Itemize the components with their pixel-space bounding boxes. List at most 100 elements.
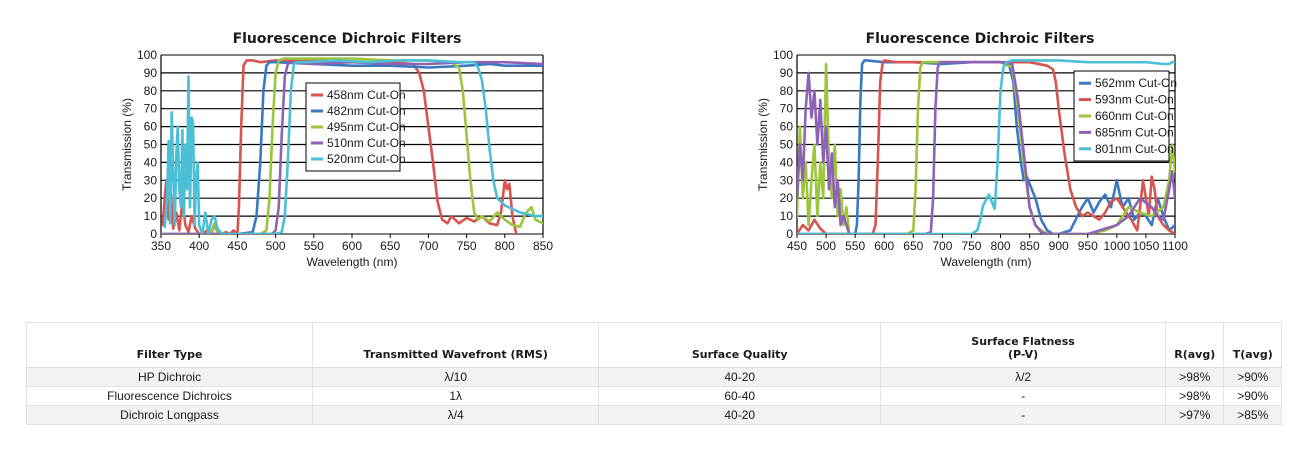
x-tick-label: 650 [380, 239, 400, 253]
x-tick-label: 600 [342, 239, 362, 253]
y-tick-label: 90 [144, 66, 158, 80]
x-tick-label: 450 [787, 239, 807, 253]
y-tick-label: 30 [144, 173, 158, 187]
y-tick-label: 30 [780, 173, 794, 187]
legend-label: 458nm Cut-On [327, 88, 406, 102]
table-header-row: Filter Type Transmitted Wavefront (RMS) … [25, 322, 1282, 368]
x-tick-label: 600 [874, 239, 894, 253]
x-tick-label: 800 [495, 239, 515, 253]
cell-surface-quality: 40-20 [598, 367, 882, 387]
legend-label: 495nm Cut-On [327, 120, 406, 134]
header-surface-quality: Surface Quality [598, 322, 882, 368]
x-axis-label: Wavelength (nm) [307, 255, 398, 269]
series-line-2 [797, 59, 1175, 234]
cell-r-avg: >98% [1165, 367, 1225, 387]
y-axis-label: Transmission (%) [120, 98, 134, 191]
legend-label: 660nm Cut-On [1095, 109, 1174, 123]
series-line-4 [797, 60, 1175, 234]
header-t-avg: T(avg) [1223, 322, 1282, 368]
spec-table: Filter Type Transmitted Wavefront (RMS) … [25, 322, 1282, 425]
cell-r-avg: >98% [1165, 386, 1225, 406]
y-tick-label: 0 [786, 227, 793, 241]
x-tick-label: 800 [991, 239, 1011, 253]
cell-t-avg: >90% [1223, 386, 1282, 406]
legend: 458nm Cut-On 482nm Cut-On 495nm Cut-On 510n… [305, 82, 406, 172]
x-tick-label: 1100 [1162, 239, 1188, 253]
y-tick-label: 60 [780, 120, 794, 134]
y-tick-label: 0 [150, 227, 157, 241]
legend: 562mm Cut-On 593nm Cut-On 660nm Cut-On 685n… [1073, 70, 1177, 162]
x-tick-label: 750 [457, 239, 477, 253]
cell-flatness: - [880, 386, 1167, 406]
series-line-5 [163, 59, 543, 234]
x-tick-label: 700 [418, 239, 438, 253]
x-tick-label: 750 [961, 239, 981, 253]
table-row: HP Dichroic λ/10 40-20 λ/2 >98% >90% [25, 367, 1282, 387]
x-tick-label: 850 [1020, 239, 1040, 253]
legend-label: 562mm Cut-On [1095, 76, 1177, 90]
x-tick-label: 850 [533, 239, 553, 253]
series-line-1 [161, 59, 518, 234]
cell-surface-quality: 60-40 [598, 386, 882, 406]
y-tick-label: 20 [144, 191, 158, 205]
y-tick-label: 90 [780, 66, 794, 80]
cell-t-avg: >85% [1223, 405, 1282, 425]
series-line-2 [161, 60, 543, 234]
y-tick-label: 20 [780, 191, 794, 205]
y-axis-label: Transmission (%) [756, 98, 770, 191]
cell-flatness: - [880, 405, 1167, 425]
y-tick-label: 60 [144, 120, 158, 134]
y-tick-label: 100 [137, 48, 157, 62]
cell-filter-type: Dichroic Longpass [25, 405, 314, 425]
y-tick-label: 40 [144, 155, 158, 169]
series-line-5 [797, 59, 1175, 234]
chart-title: Fluorescence Dichroic Filters [233, 31, 462, 47]
y-tick-label: 70 [780, 102, 794, 116]
x-tick-label: 550 [845, 239, 865, 253]
x-tick-label: 1050 [1133, 239, 1160, 253]
cell-r-avg: >97% [1165, 405, 1225, 425]
x-tick-label: 550 [304, 239, 324, 253]
cell-wavefront: λ/4 [312, 405, 600, 425]
legend-label: 482nm Cut-On [327, 104, 406, 118]
y-tick-label: 80 [144, 84, 158, 98]
y-tick-label: 10 [144, 209, 158, 223]
x-tick-label: 500 [266, 239, 286, 253]
table-row: Dichroic Longpass λ/4 40-20 - >97% >85% [25, 405, 1282, 425]
x-tick-label: 450 [227, 239, 247, 253]
header-flatness-line2: (P-V) [1007, 348, 1039, 361]
legend-label: 520nm Cut-On [327, 152, 406, 166]
header-r-avg: R(avg) [1165, 322, 1225, 368]
y-tick-label: 80 [780, 84, 794, 98]
cell-t-avg: >90% [1223, 367, 1282, 387]
y-tick-label: 100 [773, 48, 793, 62]
y-tick-label: 70 [144, 102, 158, 116]
x-tick-label: 650 [903, 239, 923, 253]
header-flatness-line1: Surface Flatness [971, 335, 1075, 348]
x-tick-label: 1000 [1103, 239, 1130, 253]
chart-title: Fluorescence Dichroic Filters [866, 31, 1095, 47]
plot-area [797, 59, 1175, 234]
header-surface-flatness: Surface Flatness (P-V) [880, 322, 1167, 368]
legend-label: 685nm Cut-On [1095, 125, 1174, 139]
table-row: Fluorescence Dichroics 1λ 60-40 - >98% >… [25, 386, 1282, 406]
x-tick-label: 950 [1078, 239, 1098, 253]
legend-label: 510nm Cut-On [327, 136, 406, 150]
cell-wavefront: λ/10 [312, 367, 600, 387]
header-wavefront: Transmitted Wavefront (RMS) [312, 322, 600, 368]
cell-wavefront: 1λ [312, 386, 600, 406]
x-tick-label: 350 [151, 239, 171, 253]
y-tick-label: 50 [780, 138, 794, 152]
cell-filter-type: HP Dichroic [25, 367, 314, 387]
plot-area [161, 57, 543, 234]
header-filter-type: Filter Type [25, 322, 314, 368]
y-tick-label: 50 [144, 138, 158, 152]
x-axis-label: Wavelength (nm) [941, 255, 1032, 269]
legend-label: 593nm Cut-On [1095, 93, 1174, 107]
x-tick-label: 500 [816, 239, 836, 253]
x-tick-label: 700 [932, 239, 952, 253]
x-tick-label: 900 [1049, 239, 1069, 253]
series-line-4 [161, 60, 543, 234]
